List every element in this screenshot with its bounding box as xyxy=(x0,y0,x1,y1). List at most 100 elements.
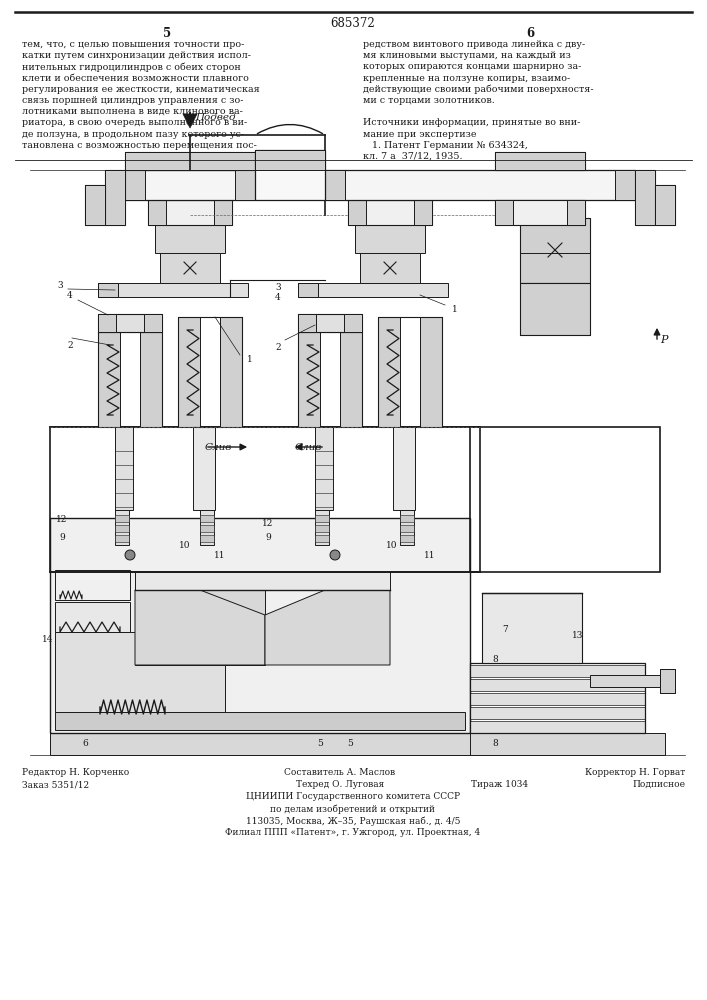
Bar xyxy=(520,218,590,253)
Bar xyxy=(298,314,362,332)
Bar xyxy=(214,200,232,225)
Bar xyxy=(635,170,655,225)
Bar xyxy=(414,200,432,225)
Bar xyxy=(655,185,675,225)
Bar xyxy=(135,590,265,665)
Text: Редактор Н. Корченко: Редактор Н. Корченко xyxy=(22,768,129,777)
Bar xyxy=(378,317,400,427)
Text: 14: 14 xyxy=(42,636,54,645)
Bar xyxy=(348,200,366,225)
Text: 9: 9 xyxy=(59,532,65,542)
Bar xyxy=(590,675,670,687)
Bar xyxy=(315,427,333,510)
Bar xyxy=(470,721,645,733)
Bar xyxy=(360,253,420,283)
Bar xyxy=(115,535,129,542)
Bar xyxy=(660,669,675,693)
Bar xyxy=(235,170,255,200)
Bar xyxy=(214,200,232,225)
Bar xyxy=(655,185,675,225)
Polygon shape xyxy=(183,114,197,128)
Bar xyxy=(470,663,645,733)
Bar xyxy=(393,427,415,510)
Bar xyxy=(255,150,325,170)
Text: 3: 3 xyxy=(57,280,63,290)
Bar xyxy=(85,185,105,225)
Bar xyxy=(125,152,255,170)
Text: 8: 8 xyxy=(492,738,498,748)
Bar xyxy=(55,632,225,712)
Bar xyxy=(98,332,120,427)
Bar xyxy=(315,535,329,542)
Bar xyxy=(520,218,590,283)
Bar xyxy=(144,314,162,332)
Text: тем, что, с целью повышения точности про-: тем, что, с целью повышения точности про… xyxy=(22,40,245,49)
Bar xyxy=(55,712,465,730)
Bar xyxy=(115,427,133,510)
Bar xyxy=(50,518,470,733)
Bar xyxy=(325,170,635,200)
Bar xyxy=(520,283,590,335)
Text: Техред О. Луговая: Техред О. Луговая xyxy=(296,780,384,789)
Bar xyxy=(55,602,130,632)
Bar xyxy=(98,283,118,297)
Text: 1. Патент Германии № 634324,: 1. Патент Германии № 634324, xyxy=(363,141,528,150)
Bar xyxy=(135,590,265,665)
Polygon shape xyxy=(135,590,265,665)
Bar xyxy=(615,170,635,200)
Text: 4: 4 xyxy=(275,292,281,302)
Bar xyxy=(520,283,590,335)
Bar xyxy=(420,317,442,427)
Bar xyxy=(315,525,329,532)
Bar xyxy=(495,200,513,225)
Bar xyxy=(155,225,225,253)
Bar xyxy=(98,283,118,297)
Bar xyxy=(140,332,162,427)
Bar xyxy=(495,152,585,170)
Bar xyxy=(178,317,200,427)
Bar xyxy=(98,283,248,297)
Bar xyxy=(98,314,116,332)
Text: клети и обеспечения возможности плавного: клети и обеспечения возможности плавного xyxy=(22,74,249,83)
Circle shape xyxy=(330,550,340,560)
Text: 1: 1 xyxy=(452,306,458,314)
Bar xyxy=(340,332,362,427)
Bar xyxy=(98,314,116,332)
Bar xyxy=(344,314,362,332)
Text: нительных гидроцилиндров с обеих сторон: нительных гидроцилиндров с обеих сторон xyxy=(22,62,241,72)
Bar xyxy=(55,570,130,600)
Bar xyxy=(298,283,318,297)
Bar xyxy=(55,632,225,712)
Circle shape xyxy=(125,550,135,560)
Text: 6: 6 xyxy=(526,27,534,40)
Bar xyxy=(200,525,214,532)
Bar xyxy=(325,170,345,200)
Bar xyxy=(567,200,585,225)
Bar xyxy=(144,314,162,332)
Text: 1: 1 xyxy=(247,356,253,364)
Bar xyxy=(50,733,540,755)
Bar xyxy=(155,225,225,253)
Bar xyxy=(125,152,255,170)
Text: связь поршней цилиндров управления с зо-: связь поршней цилиндров управления с зо- xyxy=(22,96,243,105)
Bar xyxy=(495,200,585,225)
Text: мя клиновыми выступами, на каждый из: мя клиновыми выступами, на каждый из xyxy=(363,51,571,60)
Bar xyxy=(85,185,105,225)
Bar xyxy=(344,314,362,332)
Bar xyxy=(125,170,255,200)
Bar xyxy=(400,510,414,545)
Text: 5: 5 xyxy=(347,738,353,748)
Text: ми с торцами золотников.: ми с торцами золотников. xyxy=(363,96,495,105)
Text: 2: 2 xyxy=(275,342,281,352)
Text: Слив: Слив xyxy=(205,442,233,452)
Bar xyxy=(298,314,316,332)
Bar xyxy=(348,200,432,225)
Bar xyxy=(98,332,120,427)
Bar xyxy=(495,200,513,225)
Bar xyxy=(400,525,414,532)
Bar xyxy=(470,427,660,572)
Bar xyxy=(470,707,645,719)
Text: ЦНИИПИ Государственного комитета СССР: ЦНИИПИ Государственного комитета СССР xyxy=(246,792,460,801)
Bar xyxy=(400,535,414,542)
Bar xyxy=(482,593,582,663)
